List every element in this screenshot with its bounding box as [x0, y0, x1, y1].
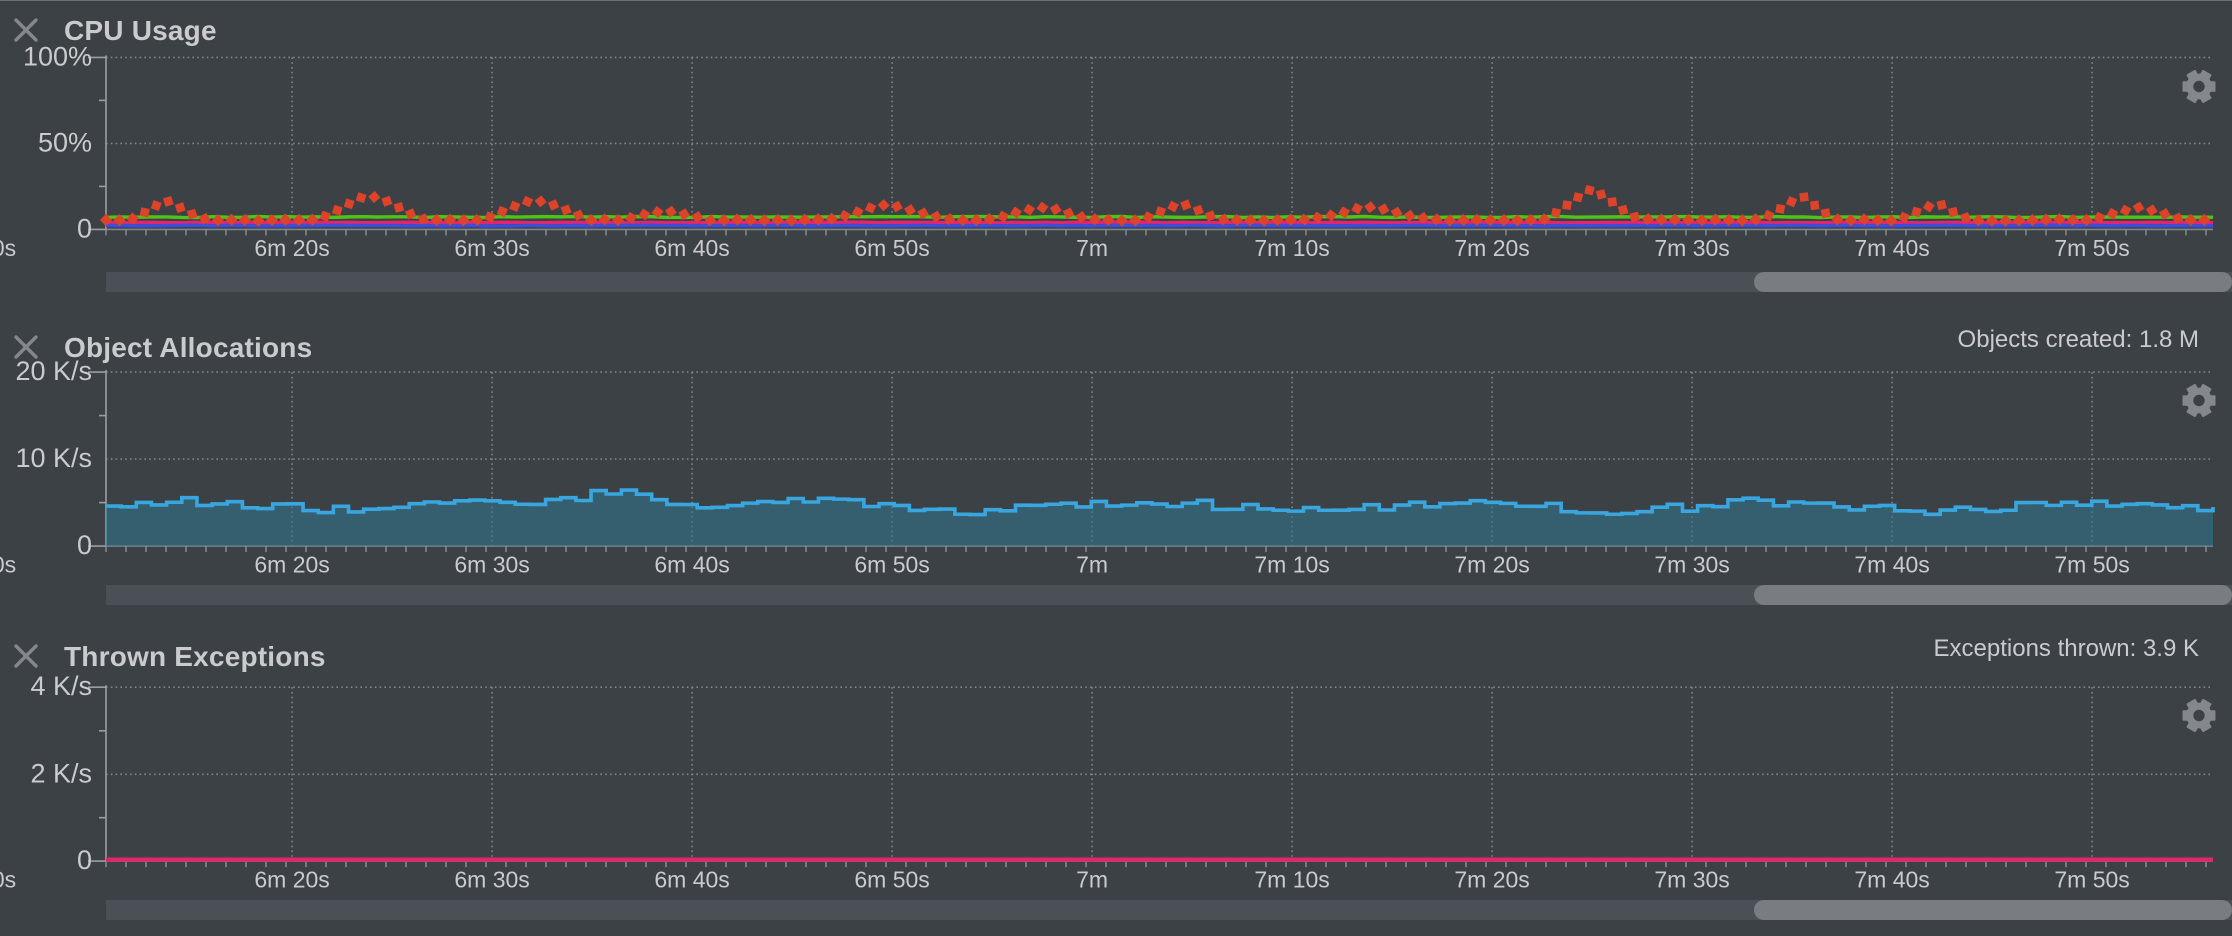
svg-text:2 K/s: 2 K/s	[30, 758, 92, 788]
svg-text:6m 20s: 6m 20s	[254, 235, 329, 261]
svg-text:0: 0	[77, 213, 92, 243]
svg-text:0: 0	[77, 845, 92, 875]
svg-text:6m 50s: 6m 50s	[854, 235, 929, 261]
svg-text:7m 30s: 7m 30s	[1654, 867, 1729, 893]
svg-text:6m 40s: 6m 40s	[654, 552, 729, 578]
svg-text:6m 20s: 6m 20s	[254, 867, 329, 893]
svg-text:4 K/s: 4 K/s	[30, 671, 92, 701]
svg-text:7m 20s: 7m 20s	[1454, 867, 1529, 893]
svg-text:7m 50s: 7m 50s	[2054, 867, 2129, 893]
svg-text:7m 30s: 7m 30s	[1654, 552, 1729, 578]
svg-text:0s: 0s	[0, 552, 16, 578]
svg-text:7m: 7m	[1076, 235, 1108, 261]
svg-text:7m 10s: 7m 10s	[1254, 552, 1329, 578]
svg-text:6m 50s: 6m 50s	[854, 867, 929, 893]
svg-text:6m 40s: 6m 40s	[654, 867, 729, 893]
svg-text:7m 50s: 7m 50s	[2054, 552, 2129, 578]
svg-text:0s: 0s	[0, 867, 16, 893]
svg-text:20 K/s: 20 K/s	[15, 356, 92, 386]
svg-text:50%: 50%	[38, 127, 92, 157]
svg-text:7m 40s: 7m 40s	[1854, 867, 1929, 893]
svg-text:7m 40s: 7m 40s	[1854, 235, 1929, 261]
svg-text:6m 30s: 6m 30s	[454, 867, 529, 893]
svg-text:6m 40s: 6m 40s	[654, 235, 729, 261]
svg-text:6m 50s: 6m 50s	[854, 552, 929, 578]
svg-text:7m 50s: 7m 50s	[2054, 235, 2129, 261]
svg-text:6m 30s: 6m 30s	[454, 552, 529, 578]
svg-text:7m 30s: 7m 30s	[1654, 235, 1729, 261]
svg-text:7m 20s: 7m 20s	[1454, 235, 1529, 261]
svg-text:7m: 7m	[1076, 552, 1108, 578]
svg-text:7m 10s: 7m 10s	[1254, 867, 1329, 893]
svg-text:100%: 100%	[23, 41, 92, 71]
svg-text:7m 10s: 7m 10s	[1254, 235, 1329, 261]
svg-text:7m: 7m	[1076, 867, 1108, 893]
svg-text:0: 0	[77, 530, 92, 560]
svg-text:7m 40s: 7m 40s	[1854, 552, 1929, 578]
svg-text:10 K/s: 10 K/s	[15, 443, 92, 473]
svg-text:7m 20s: 7m 20s	[1454, 552, 1529, 578]
svg-text:6m 20s: 6m 20s	[254, 552, 329, 578]
svg-text:0s: 0s	[0, 235, 16, 261]
svg-text:6m 30s: 6m 30s	[454, 235, 529, 261]
